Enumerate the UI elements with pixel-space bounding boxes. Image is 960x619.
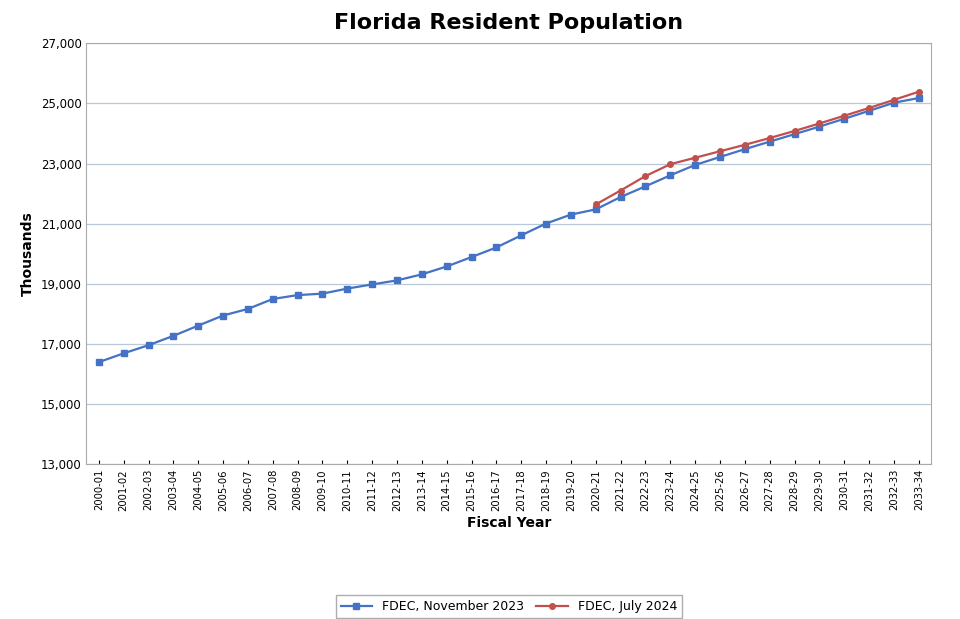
FDEC, November 2023 xyxy=(118,350,130,357)
FDEC, November 2023 xyxy=(590,206,602,213)
FDEC, July 2024 xyxy=(639,172,651,180)
FDEC, November 2023 xyxy=(367,280,378,288)
FDEC, July 2024 xyxy=(913,88,924,95)
FDEC, November 2023 xyxy=(689,161,701,168)
FDEC, November 2023 xyxy=(292,292,303,299)
FDEC, November 2023 xyxy=(764,138,776,145)
Line: FDEC, November 2023: FDEC, November 2023 xyxy=(96,95,922,365)
FDEC, November 2023 xyxy=(168,332,180,340)
FDEC, July 2024 xyxy=(888,96,900,103)
FDEC, November 2023 xyxy=(267,295,278,303)
FDEC, November 2023 xyxy=(639,183,651,190)
FDEC, November 2023 xyxy=(317,290,328,297)
FDEC, July 2024 xyxy=(664,160,676,168)
FDEC, November 2023 xyxy=(838,115,850,123)
FDEC, November 2023 xyxy=(491,244,502,251)
FDEC, November 2023 xyxy=(664,171,676,179)
FDEC, November 2023 xyxy=(441,262,452,270)
FDEC, November 2023 xyxy=(565,211,577,219)
FDEC, November 2023 xyxy=(93,358,105,366)
FDEC, November 2023 xyxy=(913,94,924,102)
FDEC, November 2023 xyxy=(540,220,552,227)
FDEC, July 2024 xyxy=(814,119,826,127)
FDEC, July 2024 xyxy=(838,112,850,119)
FDEC, November 2023 xyxy=(416,271,427,278)
Legend: FDEC, November 2023, FDEC, July 2024: FDEC, November 2023, FDEC, July 2024 xyxy=(336,595,682,618)
FDEC, July 2024 xyxy=(739,141,751,149)
Y-axis label: Thousands: Thousands xyxy=(21,212,36,296)
FDEC, November 2023 xyxy=(217,312,228,319)
FDEC, November 2023 xyxy=(888,99,900,106)
FDEC, July 2024 xyxy=(614,187,626,194)
FDEC, July 2024 xyxy=(714,147,726,155)
FDEC, November 2023 xyxy=(242,305,253,313)
FDEC, November 2023 xyxy=(466,253,477,261)
FDEC, July 2024 xyxy=(764,134,776,142)
FDEC, November 2023 xyxy=(739,145,751,153)
FDEC, November 2023 xyxy=(192,322,204,329)
FDEC, July 2024 xyxy=(689,154,701,162)
FDEC, November 2023 xyxy=(614,193,626,201)
X-axis label: Fiscal Year: Fiscal Year xyxy=(467,516,551,530)
FDEC, November 2023 xyxy=(814,123,826,131)
Line: FDEC, July 2024: FDEC, July 2024 xyxy=(593,89,922,207)
FDEC, July 2024 xyxy=(863,104,875,111)
FDEC, November 2023 xyxy=(714,154,726,161)
FDEC, November 2023 xyxy=(392,277,403,284)
FDEC, November 2023 xyxy=(789,131,801,138)
FDEC, November 2023 xyxy=(143,342,155,349)
FDEC, November 2023 xyxy=(863,107,875,115)
FDEC, July 2024 xyxy=(590,201,602,208)
FDEC, November 2023 xyxy=(516,232,527,239)
FDEC, November 2023 xyxy=(342,285,353,292)
Title: Florida Resident Population: Florida Resident Population xyxy=(334,14,684,33)
FDEC, July 2024 xyxy=(789,128,801,135)
